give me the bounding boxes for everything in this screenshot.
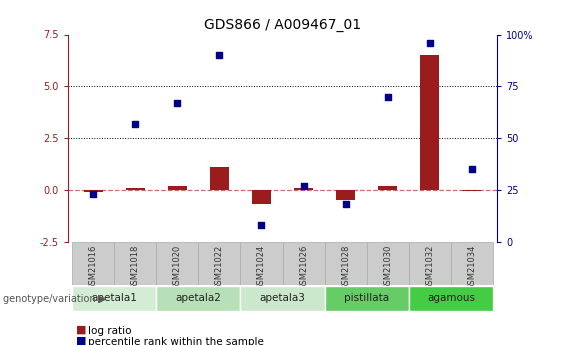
Bar <box>240 286 325 311</box>
Text: GSM21026: GSM21026 <box>299 245 308 290</box>
Text: GSM21018: GSM21018 <box>131 245 140 290</box>
Text: pistillata: pistillata <box>344 294 389 303</box>
Bar <box>409 241 451 285</box>
Bar <box>252 190 271 204</box>
Bar <box>463 190 481 191</box>
Bar <box>84 190 102 192</box>
Bar <box>114 241 156 285</box>
Point <box>89 191 98 197</box>
Text: genotype/variation ▶: genotype/variation ▶ <box>3 294 106 304</box>
Point <box>341 201 350 207</box>
Point <box>257 222 266 228</box>
Bar <box>72 241 114 285</box>
Bar <box>198 241 240 285</box>
Bar <box>325 286 409 311</box>
Point <box>173 100 182 106</box>
Bar <box>210 167 229 190</box>
Point <box>299 183 308 188</box>
Text: agamous: agamous <box>427 294 475 303</box>
Point <box>215 52 224 58</box>
Bar <box>282 241 325 285</box>
Bar <box>420 55 440 190</box>
Text: GSM21034: GSM21034 <box>467 245 476 290</box>
Bar <box>156 241 198 285</box>
Text: GSM21032: GSM21032 <box>425 245 434 290</box>
Title: GDS866 / A009467_01: GDS866 / A009467_01 <box>204 18 361 32</box>
Bar <box>125 188 145 190</box>
Text: GSM21024: GSM21024 <box>257 245 266 290</box>
Bar <box>168 186 186 190</box>
Text: GSM21030: GSM21030 <box>383 245 392 290</box>
Point <box>467 166 476 172</box>
Bar <box>156 286 240 311</box>
Point <box>383 94 392 99</box>
Point <box>425 40 434 46</box>
Bar <box>451 241 493 285</box>
Text: log ratio: log ratio <box>88 326 131 335</box>
Text: apetala3: apetala3 <box>259 294 306 303</box>
Text: percentile rank within the sample: percentile rank within the sample <box>88 337 263 345</box>
Text: GSM21028: GSM21028 <box>341 245 350 290</box>
Point <box>131 121 140 126</box>
Bar <box>294 188 313 190</box>
Bar <box>72 286 156 311</box>
Bar <box>336 190 355 200</box>
Text: apetala1: apetala1 <box>91 294 137 303</box>
Text: ■: ■ <box>76 336 87 345</box>
Bar <box>325 241 367 285</box>
Text: ■: ■ <box>76 325 87 334</box>
Text: apetala2: apetala2 <box>175 294 221 303</box>
Text: GSM21020: GSM21020 <box>173 245 182 290</box>
Text: GSM21016: GSM21016 <box>89 245 98 290</box>
Bar <box>367 241 409 285</box>
Text: GSM21022: GSM21022 <box>215 245 224 290</box>
Bar <box>240 241 282 285</box>
Bar <box>409 286 493 311</box>
Bar <box>379 186 397 190</box>
